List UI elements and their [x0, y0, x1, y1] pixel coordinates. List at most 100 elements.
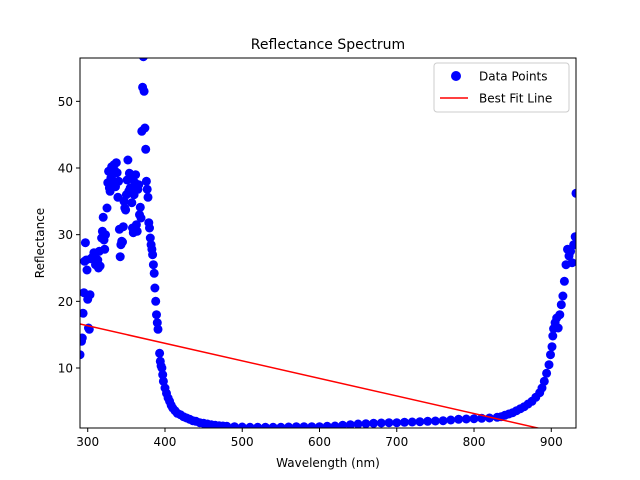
legend-marker-data-points: [451, 71, 461, 81]
data-point: [80, 238, 90, 248]
data-point: [158, 370, 168, 380]
data-point: [135, 202, 145, 212]
legend: Data Points Best Fit Line: [433, 62, 570, 113]
data-point: [353, 419, 363, 428]
data-point: [102, 203, 112, 213]
data-point: [148, 250, 158, 260]
data-point: [153, 324, 163, 334]
legend-box: [433, 62, 570, 113]
data-point: [111, 158, 121, 168]
data-point: [141, 176, 151, 186]
x-tick-label: 300: [76, 435, 99, 449]
data-point: [284, 422, 294, 428]
data-point: [152, 310, 161, 320]
data-point: [136, 213, 146, 223]
x-tick-label: 600: [308, 435, 331, 449]
data-point: [149, 268, 159, 278]
data-point: [446, 415, 456, 425]
data-point: [291, 422, 301, 428]
data-point: [123, 155, 133, 165]
data-point: [142, 184, 152, 194]
data-point: [131, 170, 141, 180]
data-point: [268, 422, 278, 428]
data-point: [376, 418, 386, 428]
data-point: [469, 414, 479, 424]
data-point: [384, 418, 394, 428]
data-point: [80, 308, 88, 318]
data-point: [101, 230, 110, 240]
data-point: [315, 422, 324, 428]
chart-title: Reflectance Spectrum: [251, 37, 405, 53]
x-tick-label: 700: [385, 435, 408, 449]
data-point: [253, 422, 263, 428]
x-axis: 300 400 500 600 700 800 900: [76, 428, 563, 449]
best-fit-line: [80, 323, 542, 428]
data-point: [571, 188, 576, 198]
plot-frame: [79, 57, 577, 429]
y-axis-label: Reflectance: [33, 208, 47, 278]
data-point: [151, 296, 161, 306]
x-tick-label: 400: [154, 435, 177, 449]
data-point: [145, 233, 155, 243]
data-point: [461, 414, 471, 424]
data-point: [438, 416, 448, 426]
data-point: [299, 422, 309, 428]
data-point: [558, 291, 568, 301]
data-point: [570, 232, 576, 242]
data-point: [95, 261, 105, 271]
data-point: [143, 192, 153, 202]
data-point: [430, 416, 440, 426]
data-point: [157, 363, 167, 373]
data-point: [139, 58, 148, 62]
data-point: [544, 360, 554, 370]
data-point: [423, 416, 433, 426]
data-point: [454, 414, 464, 424]
data-point: [80, 350, 85, 360]
y-tick-label: 50: [58, 95, 73, 109]
data-point: [145, 223, 154, 233]
data-point: [553, 323, 563, 333]
data-point: [139, 86, 149, 96]
y-tick-label: 10: [58, 362, 73, 376]
data-point: [140, 123, 150, 133]
plot-area: [79, 57, 577, 429]
data-point: [82, 265, 92, 275]
data-point: [85, 290, 95, 300]
data-point: [559, 276, 569, 286]
data-point: [155, 348, 165, 358]
data-point: [245, 422, 255, 428]
x-axis-label: Wavelength (nm): [276, 456, 380, 470]
data-point: [115, 252, 125, 262]
data-point: [542, 368, 552, 378]
data-point: [400, 417, 409, 427]
data-point: [555, 310, 565, 320]
data-point: [392, 418, 402, 428]
chart-marks: [80, 58, 576, 428]
x-tick-label: 800: [463, 435, 486, 449]
data-point: [131, 220, 141, 230]
data-point: [141, 144, 151, 154]
data-point: [322, 421, 332, 428]
data-point: [118, 237, 127, 247]
data-point: [407, 417, 417, 427]
data-point: [98, 212, 108, 222]
y-tick-label: 40: [58, 162, 73, 176]
data-point: [369, 418, 379, 428]
data-point: [260, 422, 270, 428]
legend-label-data-points: Data Points: [479, 70, 548, 84]
y-tick-label: 30: [58, 228, 73, 242]
data-point: [547, 342, 557, 352]
data-point: [112, 168, 122, 178]
data-point: [569, 240, 576, 250]
data-point: [539, 376, 549, 386]
data-point: [556, 300, 566, 310]
data-point: [132, 226, 142, 236]
data-point: [222, 421, 232, 428]
data-point: [345, 420, 355, 428]
data-point: [80, 333, 87, 343]
data-point: [307, 422, 317, 428]
data-point: [121, 205, 131, 215]
data-point: [415, 417, 425, 427]
y-axis: 10 20 30 40 50: [58, 95, 80, 376]
